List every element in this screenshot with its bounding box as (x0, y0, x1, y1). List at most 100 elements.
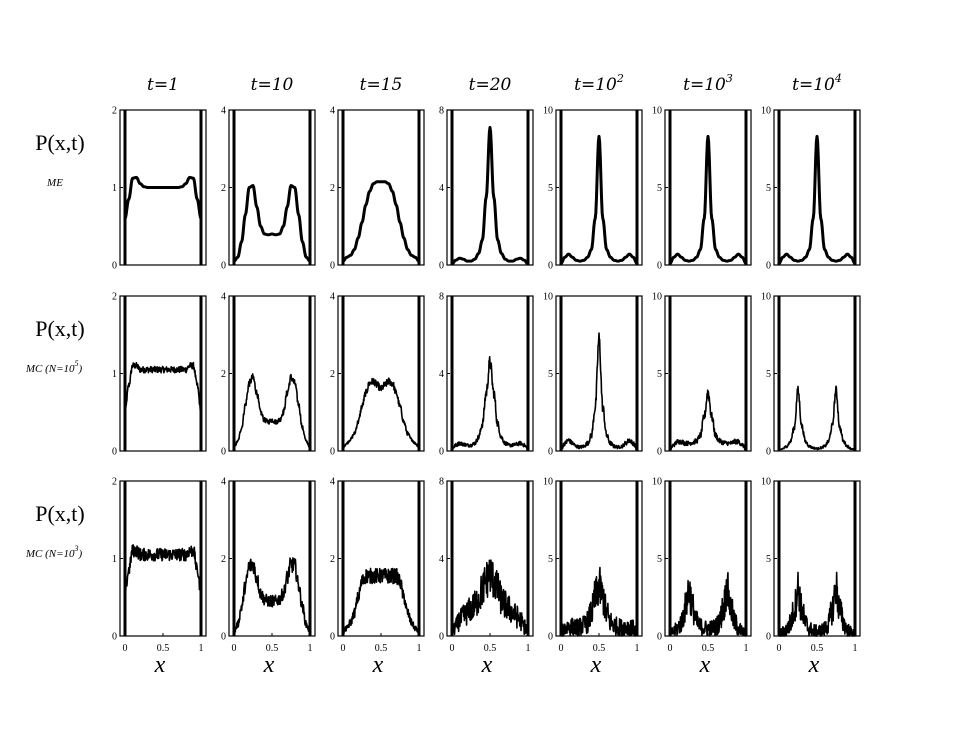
x-tick-label: 0.5 (593, 643, 606, 654)
y-tick-label: 2 (112, 292, 117, 303)
y-tick-label: 5 (766, 183, 771, 194)
panel-r2-c4: 0 4 8 (439, 292, 534, 458)
y-tick-label: 2 (330, 554, 335, 565)
panel-r2-c2: 0 2 4 (221, 292, 316, 458)
y-tick-label: 4 (439, 369, 444, 380)
y-tick-label: 0 (330, 261, 335, 272)
panel-frame (664, 109, 752, 266)
x-tick-label: 0 (559, 643, 564, 654)
series-line (560, 566, 638, 637)
panel-frame (773, 109, 861, 266)
column-title-6: t=103 (683, 72, 733, 95)
y-tick-label: 10 (761, 477, 771, 488)
x-tick-label: 0 (777, 643, 782, 654)
x-tick-label: 1 (635, 643, 640, 654)
y-tick-label: 8 (439, 106, 444, 117)
column-title-2: t=10 (251, 75, 294, 95)
y-tick-label: 1 (112, 369, 117, 380)
panel-r3-c7: 0 5 10 0 0.5 1 (761, 477, 861, 654)
y-tick-label: 1 (112, 183, 117, 194)
y-tick-label: 10 (761, 106, 771, 117)
panel-r3-c2: 0 2 4 0 0.5 1 (221, 477, 316, 654)
row-titles: P(x,t) ME P(x,t) MC (N=105) P(x,t) MC (N=103) (25, 130, 85, 560)
y-tick-label: 10 (761, 292, 771, 303)
y-tick-label: 2 (221, 554, 226, 565)
series-line (669, 572, 747, 637)
x-axis-label-2: x (263, 652, 275, 678)
series-line (232, 184, 312, 263)
x-tick-label: 1 (417, 643, 422, 654)
series-line (233, 557, 311, 636)
panel-frame (228, 480, 316, 637)
y-tick-label: 4 (439, 183, 444, 194)
y-tick-label: 0 (657, 447, 662, 458)
panel-frame (555, 295, 643, 452)
panel-frame (555, 480, 643, 637)
row-title-1: P(x,t) (35, 130, 85, 155)
x-tick-label: 1 (526, 643, 531, 654)
series-line (451, 356, 529, 451)
y-tick-label: 0 (439, 632, 444, 643)
panel-r3-c3: 0 2 4 0 0.5 1 (330, 477, 425, 654)
series-line (342, 377, 420, 449)
y-tick-label: 10 (652, 477, 662, 488)
y-tick-label: 8 (439, 292, 444, 303)
y-tick-label: 5 (548, 554, 553, 565)
y-tick-label: 0 (439, 261, 444, 272)
y-tick-label: 5 (766, 554, 771, 565)
series-line (123, 175, 203, 220)
panel-r1-c6: 0 5 10 (652, 106, 752, 272)
panel-r1-c3: 0 2 4 (330, 106, 425, 272)
x-tick-label: 0 (668, 643, 673, 654)
y-tick-label: 0 (330, 632, 335, 643)
x-tick-label: 1 (744, 643, 749, 654)
x-axis-label-6: x (699, 652, 711, 678)
panel-r3-c1: 0 1 2 0 0.5 1 (112, 477, 207, 654)
x-axis-label-4: x (481, 652, 493, 678)
series-line (450, 125, 530, 266)
series-line (124, 361, 202, 414)
y-tick-label: 0 (657, 261, 662, 272)
y-tick-label: 0 (548, 632, 553, 643)
panel-r3-c5: 0 5 10 0 0.5 1 (543, 477, 643, 654)
y-tick-label: 4 (221, 477, 226, 488)
row-title-3: P(x,t) (35, 501, 85, 526)
column-title-7: t=104 (792, 72, 842, 95)
y-tick-label: 4 (330, 477, 335, 488)
y-tick-label: 0 (766, 261, 771, 272)
series-line (560, 332, 638, 451)
y-tick-label: 0 (112, 261, 117, 272)
x-tick-label: 0.5 (484, 643, 497, 654)
x-tick-label: 0 (232, 643, 237, 654)
panel-frame (119, 295, 207, 452)
y-tick-label: 10 (543, 106, 553, 117)
y-tick-label: 0 (112, 632, 117, 643)
panel-r2-c7: 0 5 10 (761, 292, 861, 458)
y-tick-label: 2 (330, 183, 335, 194)
y-tick-label: 4 (330, 292, 335, 303)
x-tick-label: 0 (123, 643, 128, 654)
row-title-2: P(x,t) (35, 316, 85, 341)
y-tick-label: 2 (221, 369, 226, 380)
x-axis-label-7: x (808, 652, 820, 678)
y-tick-label: 5 (657, 369, 662, 380)
series-line (342, 567, 420, 635)
y-tick-label: 0 (766, 632, 771, 643)
y-tick-label: 0 (766, 447, 771, 458)
series-line (778, 385, 856, 452)
x-tick-label: 1 (308, 643, 313, 654)
panel-r2-c5: 0 5 10 (543, 292, 643, 458)
y-tick-label: 0 (330, 447, 335, 458)
x-tick-label: 0.5 (702, 643, 715, 654)
y-tick-label: 0 (548, 447, 553, 458)
y-tick-label: 8 (439, 477, 444, 488)
panel-r1-c7: 0 5 10 (761, 106, 861, 272)
y-tick-label: 0 (221, 261, 226, 272)
panel-r1-c4: 0 4 8 (439, 106, 534, 272)
y-tick-label: 2 (112, 477, 117, 488)
y-tick-label: 4 (330, 106, 335, 117)
panel-frame (337, 480, 425, 637)
series-line (668, 134, 748, 265)
column-title-1: t=1 (147, 75, 179, 95)
